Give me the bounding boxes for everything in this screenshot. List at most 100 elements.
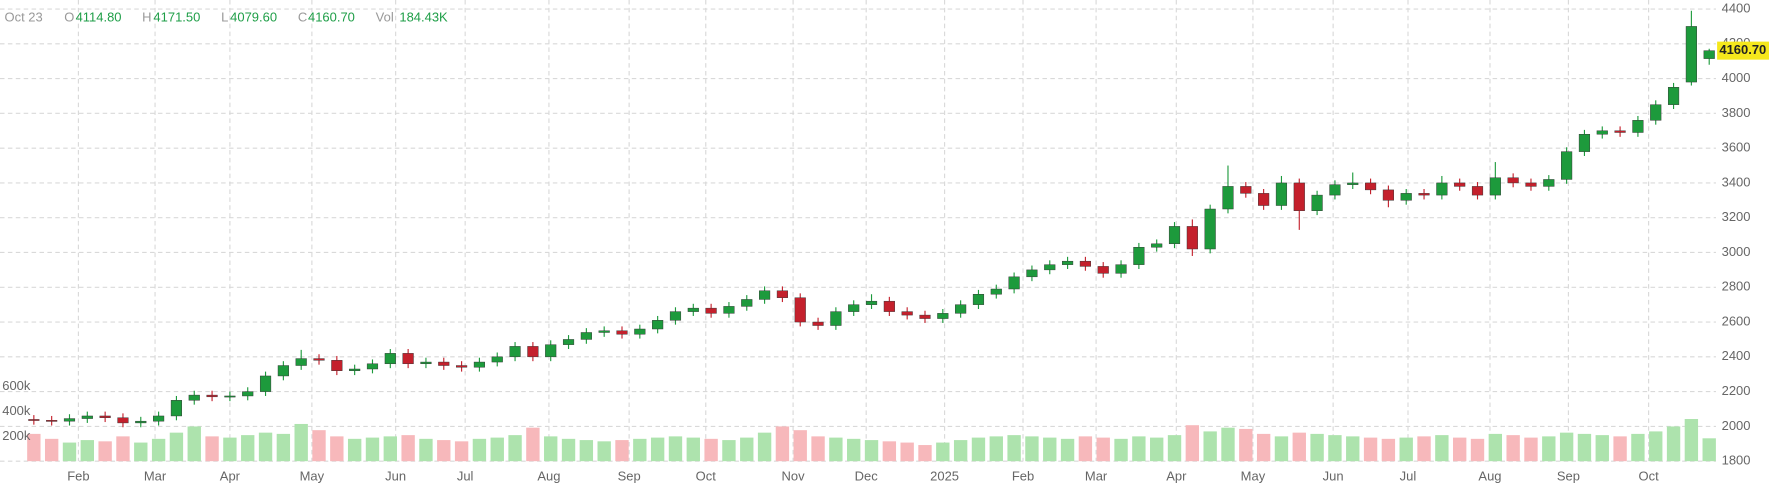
volume-bar xyxy=(472,438,487,462)
candle-body xyxy=(972,293,985,305)
candle-body xyxy=(259,375,272,392)
volume-bar xyxy=(775,426,790,462)
volume-bar xyxy=(544,436,558,462)
candle-body xyxy=(545,344,557,358)
volume-bar xyxy=(864,440,879,462)
candle-body xyxy=(919,314,931,319)
candle-body xyxy=(1168,226,1181,245)
volume-bar xyxy=(1702,438,1716,462)
volume-bar xyxy=(134,442,148,462)
volume-bar xyxy=(1114,438,1128,462)
candle-body xyxy=(1097,266,1109,274)
candle-body xyxy=(901,311,913,316)
x-tick-label: Oct xyxy=(1639,468,1660,483)
candle-body xyxy=(955,304,967,314)
candle-body xyxy=(491,356,503,363)
volume-bar xyxy=(1506,435,1520,462)
candle-body xyxy=(99,415,111,418)
x-tick-label: Apr xyxy=(220,468,241,483)
y-tick-label: 3800 xyxy=(1722,105,1751,120)
volume-bar xyxy=(169,432,184,462)
candle-body xyxy=(473,361,485,368)
candle-body xyxy=(384,353,396,365)
legend-header: Oct 23 O 4114.80 H 4171.50 L 4079.60 C 4… xyxy=(5,9,449,24)
candle-body xyxy=(1632,120,1644,133)
x-tick-label: Sep xyxy=(1557,468,1580,483)
volume-bar xyxy=(793,430,807,462)
candle-body xyxy=(1347,182,1359,185)
candle-body xyxy=(1525,182,1537,187)
volume-bar xyxy=(561,438,576,462)
volume-bar xyxy=(151,438,166,462)
volume-bar xyxy=(1256,433,1271,462)
volume-bar xyxy=(918,445,932,462)
x-tick-label: Jul xyxy=(457,468,474,483)
volume-bar xyxy=(1363,437,1378,462)
volume-bar xyxy=(1310,433,1324,462)
candle-body xyxy=(509,346,521,358)
candle-body xyxy=(1382,189,1394,201)
volume-bar xyxy=(847,438,861,462)
candle-body xyxy=(723,306,735,314)
candle-body xyxy=(1275,182,1288,206)
volume-bar xyxy=(1488,433,1503,462)
y-tick-label: 2000 xyxy=(1722,418,1751,433)
candle-body xyxy=(776,290,788,298)
candle-body xyxy=(1650,104,1662,121)
candle-body xyxy=(1543,179,1555,187)
candle-body xyxy=(295,358,307,366)
candle-body xyxy=(1489,177,1501,196)
volume-bar xyxy=(276,433,291,462)
last-price-tag xyxy=(1717,41,1769,60)
x-tick-label: Sep xyxy=(618,468,641,483)
x-tick-label: May xyxy=(300,468,325,483)
volume-bar xyxy=(740,437,754,462)
volume-bar xyxy=(1577,433,1592,462)
candle-body xyxy=(634,328,646,335)
candle-body xyxy=(865,300,878,305)
price-pane xyxy=(28,10,1715,428)
candle-body xyxy=(1400,193,1412,201)
candle-body xyxy=(1079,260,1091,267)
volume-bar xyxy=(1203,431,1217,462)
volume-bar xyxy=(437,440,451,462)
volume-bar xyxy=(258,432,273,462)
candle-body xyxy=(1044,264,1056,271)
candle-body xyxy=(1062,260,1074,265)
candle-body xyxy=(652,320,664,330)
volume-bar xyxy=(1132,436,1146,462)
y-tick-label: 2200 xyxy=(1722,383,1751,398)
axes: 1800 2000 2200 2400 2600 2800 3000 3200 3400 3600… xyxy=(2,0,1769,483)
x-tick-label: Aug xyxy=(537,468,560,483)
candle-body xyxy=(1685,26,1697,83)
candle-body xyxy=(1329,184,1341,196)
volume-bar xyxy=(882,441,897,462)
x-tick-label: Aug xyxy=(1478,468,1501,483)
candle-body xyxy=(206,394,218,398)
volume-bar xyxy=(62,442,77,462)
candle-body xyxy=(456,365,468,368)
volume-bar xyxy=(419,438,433,462)
volume-bar xyxy=(294,423,308,462)
candle-body xyxy=(135,420,147,424)
volume-bar xyxy=(1470,438,1485,462)
volume-bar xyxy=(633,438,647,462)
volume-bar xyxy=(1649,431,1663,462)
candle-body xyxy=(188,394,200,401)
header-key: H xyxy=(142,9,151,24)
volume-bar xyxy=(1381,438,1396,462)
volume-bar xyxy=(1150,437,1164,462)
candle-body xyxy=(1115,264,1127,274)
candle-body xyxy=(63,418,76,422)
candle-body xyxy=(527,346,539,358)
volume-bar xyxy=(383,436,397,462)
x-tick-label: Feb xyxy=(67,468,89,483)
candle-body xyxy=(349,368,361,371)
volume-bar xyxy=(330,436,344,462)
candle-body xyxy=(848,304,860,312)
candle-body xyxy=(598,330,610,333)
volume-bar xyxy=(971,437,986,462)
volume-bar xyxy=(1239,428,1253,462)
